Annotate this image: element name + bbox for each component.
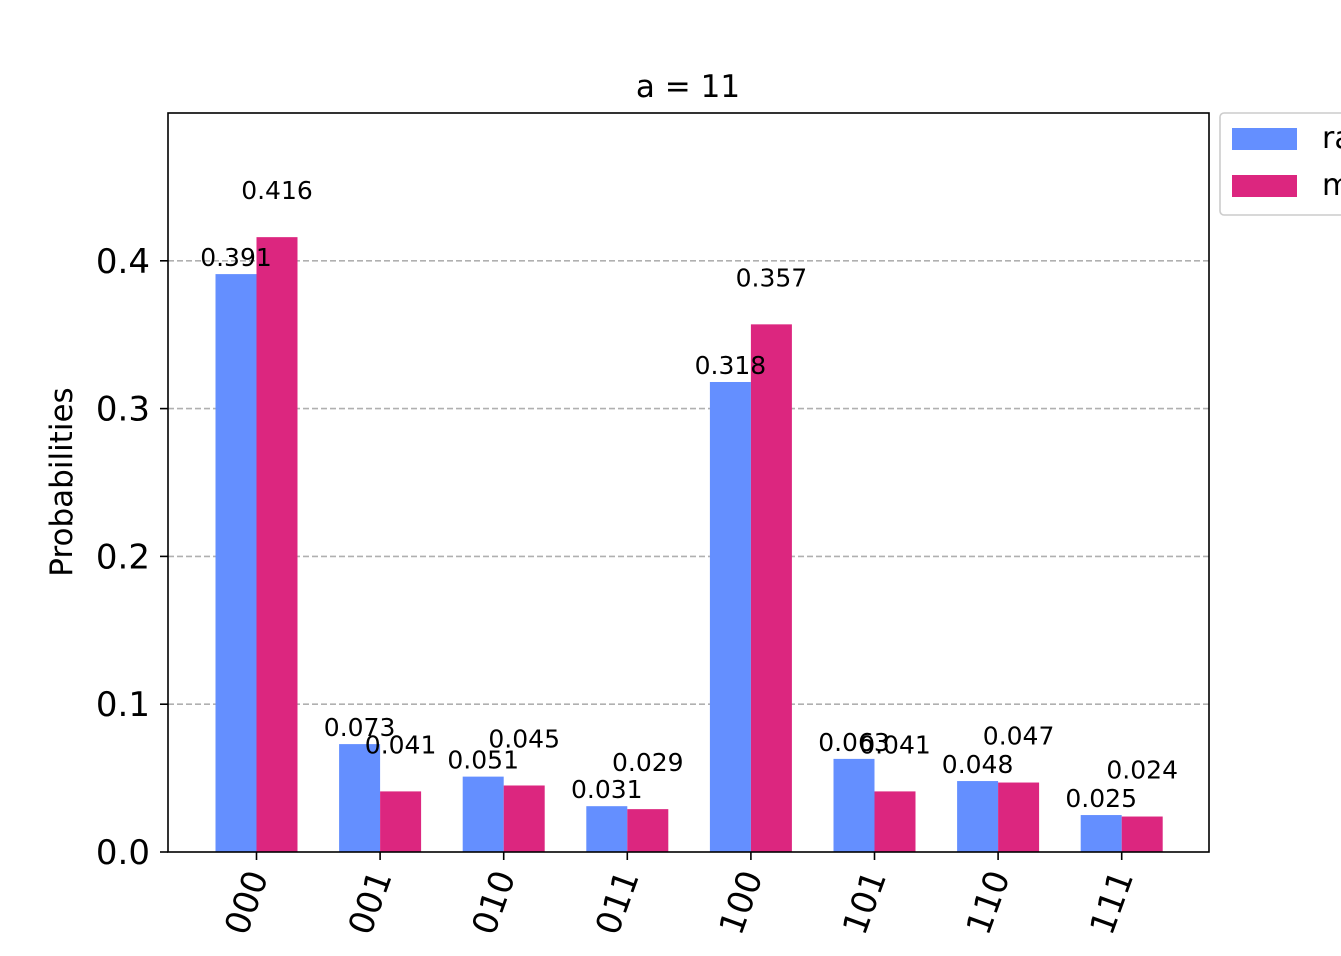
bar-m-011 — [627, 809, 669, 852]
bar-ra-010 — [462, 776, 504, 852]
value-label-m-101: 0.041 — [859, 730, 931, 759]
bar-m-000 — [256, 237, 298, 853]
y-tick-label: 0.4 — [96, 242, 150, 282]
bar-ra-110 — [957, 781, 999, 852]
y-tick-label: 0.1 — [96, 685, 150, 725]
value-label-ra-101: 0.063 — [818, 728, 890, 757]
legend-label-ra: ra — [1322, 121, 1341, 156]
value-label-ra-110: 0.048 — [942, 750, 1014, 779]
bar-ra-100 — [709, 381, 751, 852]
legend-swatch-ra — [1232, 128, 1297, 150]
bar-m-111 — [1121, 816, 1163, 852]
bar-m-010 — [503, 785, 545, 852]
y-axis-ticks: 0.0 0.1 0.2 0.3 0.4 — [96, 242, 168, 873]
chart-title: a = 11 — [636, 69, 740, 105]
value-label-m-000: 0.416 — [241, 176, 313, 205]
gridlines — [168, 259, 1209, 706]
bars — [215, 237, 1163, 853]
bar-ra-000 — [215, 274, 257, 852]
value-label-m-111: 0.024 — [1106, 756, 1178, 785]
value-label-ra-010: 0.051 — [447, 746, 519, 775]
bar-m-101 — [874, 791, 916, 852]
legend-label-m: m — [1322, 168, 1341, 203]
value-label-m-110: 0.047 — [983, 722, 1055, 751]
bar-ra-111 — [1080, 815, 1122, 852]
bar-ra-011 — [586, 806, 628, 852]
legend-swatch-m — [1232, 175, 1297, 197]
legend: ra m — [1219, 112, 1341, 216]
y-tick-label: 0.2 — [96, 537, 150, 577]
bar-m-100 — [750, 324, 792, 852]
value-label-ra-011: 0.031 — [571, 775, 643, 804]
value-label-m-001: 0.041 — [365, 730, 437, 759]
y-tick-label: 0.0 — [96, 833, 150, 873]
bar-ra-101 — [833, 758, 875, 852]
value-label-ra-100: 0.318 — [695, 351, 767, 380]
bar-m-110 — [998, 782, 1040, 852]
value-label-m-010: 0.045 — [488, 724, 560, 753]
bar-ra-001 — [339, 744, 381, 852]
value-labels: 0.3910.4160.0730.0410.0510.0450.0310.029… — [200, 176, 1178, 813]
value-label-m-011: 0.029 — [612, 748, 684, 777]
value-label-ra-001: 0.073 — [324, 713, 396, 742]
plot-frame — [167, 112, 1210, 853]
y-axis-label: Probabilities — [44, 387, 80, 576]
value-label-ra-000: 0.391 — [200, 243, 272, 272]
value-label-m-100: 0.357 — [736, 263, 808, 292]
value-label-ra-111: 0.025 — [1065, 784, 1137, 813]
y-tick-label: 0.3 — [96, 390, 150, 430]
bar-m-001 — [380, 791, 422, 852]
